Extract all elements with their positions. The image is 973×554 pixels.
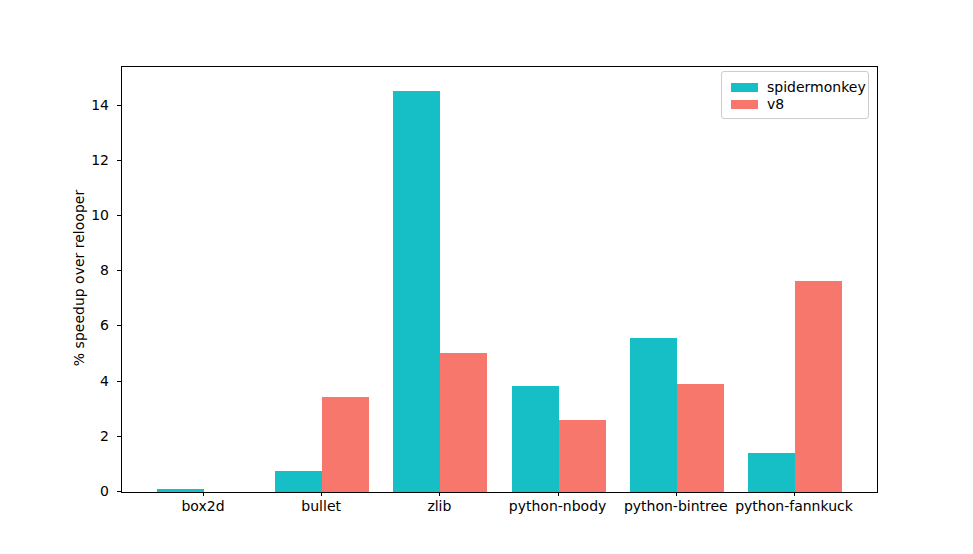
x-tick-mark-python-bintree bbox=[676, 492, 677, 496]
y-tick-label-6: 6 bbox=[69, 318, 109, 332]
x-tick-mark-bullet bbox=[321, 492, 322, 496]
y-tick-mark-12 bbox=[117, 160, 121, 161]
y-tick-mark-14 bbox=[117, 105, 121, 106]
bar-v8-bullet bbox=[322, 397, 369, 492]
plot-area bbox=[121, 66, 878, 493]
y-tick-mark-4 bbox=[117, 381, 121, 382]
y-tick-label-14: 14 bbox=[69, 98, 109, 112]
y-tick-mark-8 bbox=[117, 270, 121, 271]
bar-v8-python-nbody bbox=[559, 420, 606, 492]
bar-spidermonkey-box2d bbox=[157, 489, 204, 492]
legend-swatch-spidermonkey bbox=[731, 83, 758, 92]
x-tick-label-python-fannkuck: python-fannkuck bbox=[724, 498, 864, 514]
x-tick-mark-box2d bbox=[203, 492, 204, 496]
legend: spidermonkey v8 bbox=[721, 71, 869, 119]
y-tick-label-10: 10 bbox=[69, 208, 109, 222]
x-tick-mark-python-fannkuck bbox=[794, 492, 795, 496]
bar-spidermonkey-python-nbody bbox=[512, 386, 559, 492]
bar-spidermonkey-python-bintree bbox=[630, 338, 677, 493]
bar-chart-figure: % speedup over relooper 02468101214 box2… bbox=[0, 0, 973, 554]
y-tick-label-4: 4 bbox=[69, 374, 109, 388]
bar-spidermonkey-python-fannkuck bbox=[748, 453, 795, 492]
bar-v8-zlib bbox=[440, 353, 487, 492]
y-tick-mark-0 bbox=[117, 491, 121, 492]
bar-v8-python-fannkuck bbox=[795, 281, 842, 492]
legend-entry-v8: v8 bbox=[731, 96, 858, 112]
legend-label-spidermonkey: spidermonkey bbox=[767, 80, 866, 94]
legend-swatch-v8 bbox=[731, 100, 758, 109]
y-tick-mark-2 bbox=[117, 436, 121, 437]
y-tick-label-0: 0 bbox=[69, 484, 109, 498]
legend-label-v8: v8 bbox=[767, 97, 784, 111]
legend-entry-spidermonkey: spidermonkey bbox=[731, 79, 858, 95]
bar-spidermonkey-zlib bbox=[393, 91, 440, 493]
y-tick-label-2: 2 bbox=[69, 429, 109, 443]
y-tick-mark-10 bbox=[117, 215, 121, 216]
x-tick-mark-zlib bbox=[439, 492, 440, 496]
bar-v8-python-bintree bbox=[677, 384, 724, 492]
y-tick-label-8: 8 bbox=[69, 263, 109, 277]
bar-spidermonkey-bullet bbox=[275, 471, 322, 492]
x-tick-mark-python-nbody bbox=[558, 492, 559, 496]
y-tick-mark-6 bbox=[117, 325, 121, 326]
y-tick-label-12: 12 bbox=[69, 153, 109, 167]
